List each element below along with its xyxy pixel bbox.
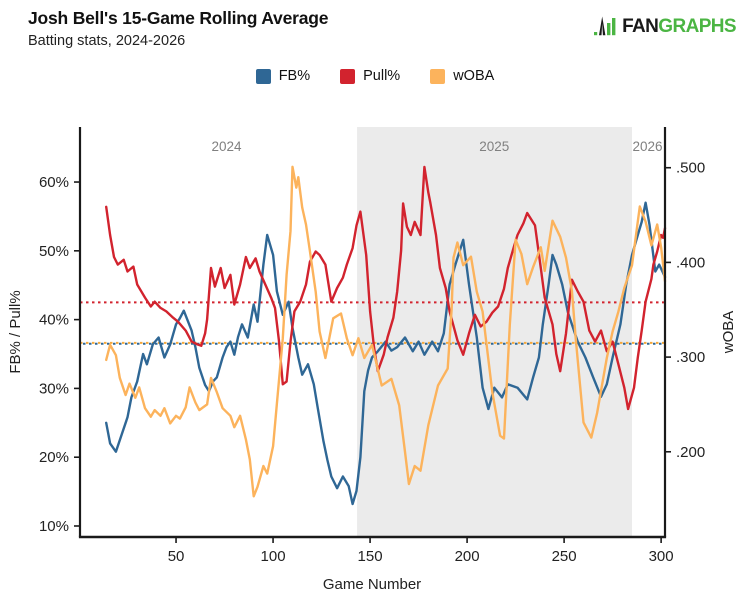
x-tick-label: 150 — [358, 548, 383, 565]
right-tick-label: .200 — [676, 444, 705, 461]
logo-graphs-text: GRAPHS — [658, 15, 736, 37]
legend-label: wOBA — [453, 68, 495, 84]
x-tick-label: 250 — [552, 548, 577, 565]
x-tick-label: 50 — [168, 548, 185, 565]
right-tick-label: .500 — [676, 160, 705, 177]
legend-swatch — [255, 68, 271, 84]
page-title: Josh Bell's 15-Game Rolling Average — [28, 8, 329, 28]
legend-item-woba[interactable]: wOBA — [430, 68, 494, 84]
fangraphs-logo: FANGRAPHS — [593, 14, 737, 38]
left-tick-label: 30% — [39, 380, 69, 397]
legend-swatch — [340, 68, 356, 84]
left-tick-label: 50% — [39, 243, 69, 260]
right-tick-label: .400 — [676, 254, 705, 271]
left-tick-label: 10% — [39, 518, 69, 535]
fangraphs-bars-icon — [594, 16, 616, 36]
legend-swatch — [430, 68, 446, 84]
x-tick-label: 300 — [649, 548, 674, 565]
year-labels-layer: 2024 2025 2026 — [211, 139, 662, 154]
series-line-woba — [104, 165, 667, 498]
logo-fan-text: FAN — [622, 15, 659, 37]
legend-label: Pull% — [363, 68, 401, 84]
fangraphs-wordmark: FANGRAPHS — [622, 15, 737, 37]
year-label-2024: 2024 — [211, 139, 242, 154]
series-layer — [104, 165, 667, 506]
x-tick-label: 200 — [455, 548, 480, 565]
chart-header: Josh Bell's 15-Game Rolling Average Batt… — [28, 8, 328, 49]
ticks-layer: 50 100 150 200 250 300 60% 50% 40% 30% 20% 10% .500.… — [39, 160, 705, 565]
x-axis-label: Game Number — [323, 576, 421, 593]
left-tick-label: 40% — [39, 312, 69, 329]
year-label-2025: 2025 — [479, 139, 509, 154]
chart-legend: FB% Pull% wOBA — [0, 68, 750, 84]
x-tick-label: 100 — [261, 548, 286, 565]
series-line-pull — [104, 165, 667, 411]
page-subtitle: Batting stats, 2024-2026 — [28, 33, 186, 49]
legend-item-pull[interactable]: Pull% — [340, 68, 400, 84]
left-tick-label: 60% — [39, 174, 69, 191]
year-label-2026: 2026 — [633, 139, 663, 154]
right-tick-label: .300 — [676, 349, 705, 366]
season-band-2025 — [357, 127, 633, 537]
season-band-layer — [357, 127, 633, 537]
right-axis-label: wOBA — [720, 311, 737, 355]
left-tick-label: 20% — [39, 449, 69, 466]
left-axis-label: FB% / Pull% — [7, 290, 24, 373]
series-line-fb — [104, 201, 667, 506]
legend-label: FB% — [278, 68, 311, 84]
legend-item-fb[interactable]: FB% — [255, 68, 311, 84]
